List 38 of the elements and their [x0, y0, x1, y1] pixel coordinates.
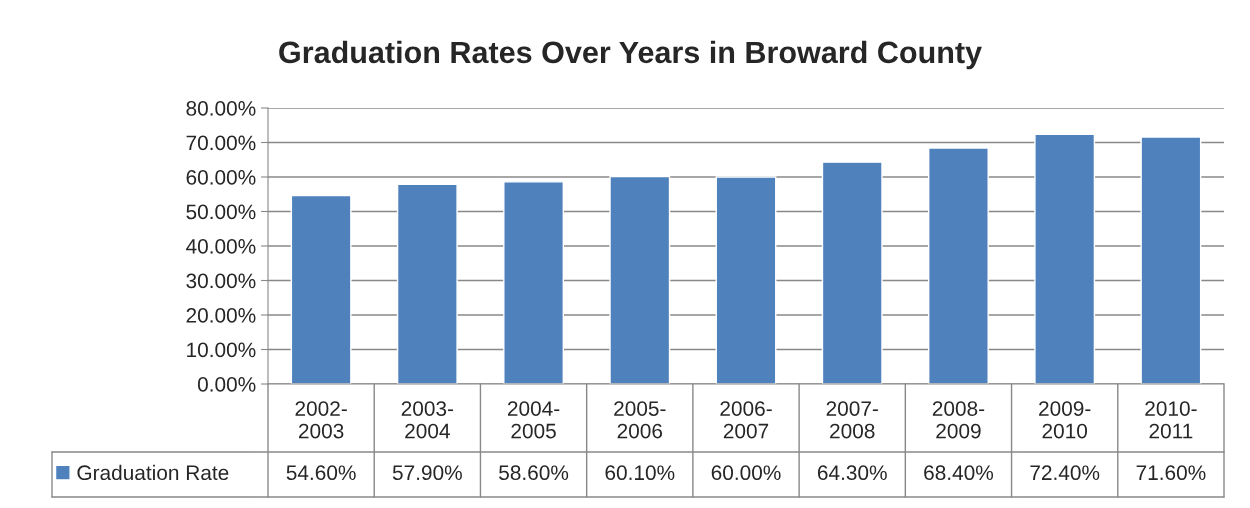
y-tick-label: 50.00%	[186, 204, 256, 220]
x-tick-label: 2010-2011	[1145, 401, 1197, 439]
data-label: 54.60%	[286, 465, 356, 481]
data-label: 71.60%	[1136, 465, 1206, 481]
y-tick-label: 80.00%	[186, 101, 256, 116]
bar	[1140, 136, 1202, 384]
bar	[396, 183, 458, 384]
y-tick-label: 20.00%	[186, 308, 256, 323]
bar	[928, 147, 989, 384]
legend-label: Graduation Rate	[77, 464, 229, 481]
bar	[290, 194, 352, 384]
x-tick-label: 2005-2006	[614, 401, 666, 439]
bar	[1034, 133, 1096, 384]
data-label: 60.10%	[605, 465, 675, 481]
data-label: 72.40%	[1030, 465, 1100, 481]
x-tick-label: 2002-2003	[295, 401, 347, 439]
chart-title: Graduation Rates Over Years in Broward County	[279, 40, 982, 70]
bar	[609, 175, 671, 384]
data-label: 68.40%	[924, 465, 994, 481]
y-tick-label: 0.00%	[197, 377, 256, 392]
x-tick-label: 2004-2005	[507, 401, 560, 439]
bar	[821, 161, 883, 384]
y-tick-label: 60.00%	[186, 170, 256, 185]
y-tick-label: 30.00%	[186, 273, 256, 289]
bar	[715, 176, 777, 384]
x-tick-label: 2008-2009	[932, 401, 985, 439]
data-label: 60.00%	[711, 465, 781, 481]
x-tick-label: 2009-2010	[1039, 401, 1091, 439]
y-tick-label: 70.00%	[186, 135, 256, 151]
data-label: 64.30%	[817, 465, 887, 481]
y-tick-label: 10.00%	[187, 342, 256, 358]
x-tick-label: 2006-2007	[720, 401, 772, 439]
data-label: 57.90%	[392, 465, 462, 481]
x-tick-label: 2007-2008	[826, 401, 878, 439]
bar	[503, 181, 564, 384]
y-tick-label: 40.00%	[186, 239, 256, 254]
x-tick-label: 2003-2004	[401, 401, 454, 439]
data-label: 58.60%	[499, 465, 569, 481]
